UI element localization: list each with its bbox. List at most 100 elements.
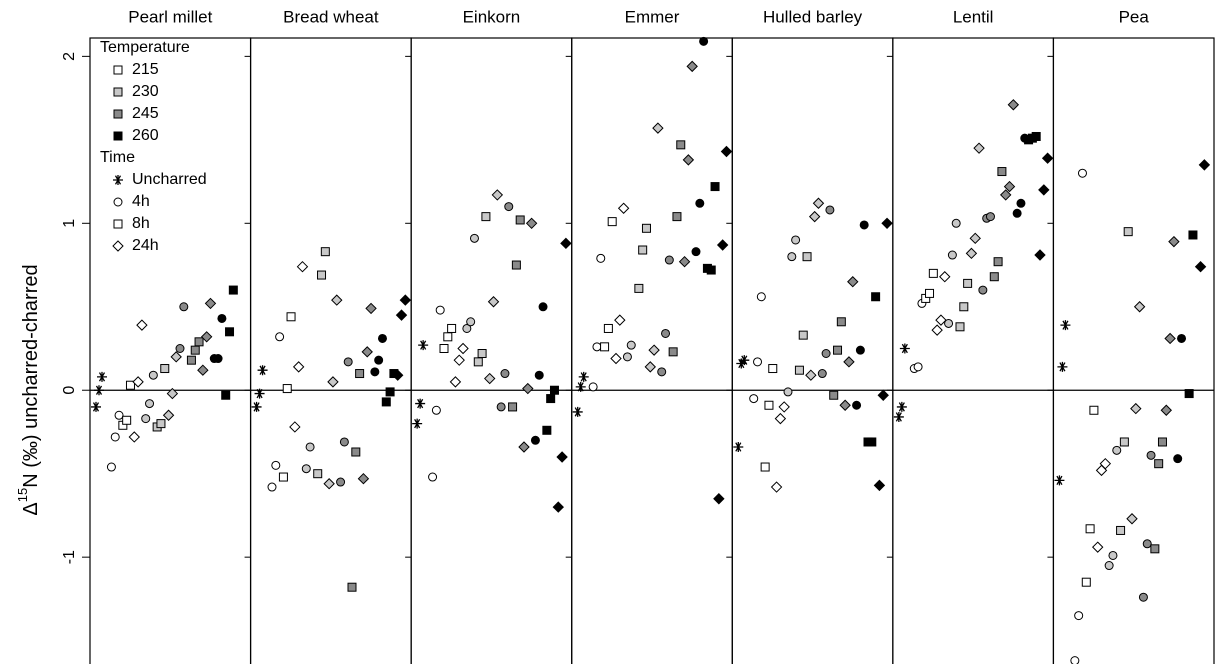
data-point	[691, 247, 701, 257]
data-point	[156, 419, 166, 429]
data-point	[496, 402, 506, 412]
data-point	[959, 302, 969, 312]
data-point	[634, 283, 644, 293]
data-point	[978, 285, 988, 295]
data-point	[1077, 168, 1087, 178]
data-point	[357, 472, 370, 485]
data-point	[713, 493, 725, 505]
data-point	[843, 356, 855, 368]
data-point	[873, 479, 886, 492]
data-point	[610, 352, 622, 365]
data-point	[399, 294, 412, 306]
data-point	[160, 364, 170, 374]
legend-label: 215	[132, 61, 159, 78]
data-point	[175, 343, 185, 353]
uncharred-point	[412, 418, 423, 429]
data-point	[638, 245, 648, 255]
data-point	[508, 402, 518, 412]
legend-label: 4h	[132, 193, 150, 210]
data-point	[355, 369, 365, 379]
data-point	[282, 384, 292, 394]
data-point	[228, 285, 238, 295]
data-point	[504, 202, 514, 212]
uncharred-point	[254, 388, 265, 399]
data-point	[614, 314, 626, 326]
data-point	[487, 296, 500, 308]
data-point	[1173, 454, 1183, 464]
uncharred-point	[575, 381, 586, 392]
data-point	[1150, 544, 1160, 554]
data-point	[457, 342, 469, 355]
data-point	[515, 215, 525, 225]
data-point	[699, 36, 709, 46]
data-point	[381, 397, 391, 407]
data-point	[148, 370, 158, 380]
data-point	[931, 324, 943, 336]
data-point	[825, 205, 835, 215]
data-point	[289, 421, 301, 433]
data-point	[768, 364, 778, 374]
data-point	[1119, 437, 1129, 447]
panel-title: Bread wheat	[283, 7, 379, 26]
data-point	[985, 212, 995, 222]
data-point	[855, 345, 865, 355]
uncharred-point	[572, 406, 583, 417]
data-point	[484, 372, 496, 385]
data-point	[1104, 561, 1114, 571]
panel-frame	[731, 37, 894, 664]
data-point	[947, 250, 957, 260]
data-point	[1074, 611, 1084, 621]
data-point	[821, 349, 831, 359]
data-point	[435, 305, 445, 315]
data-point	[770, 481, 783, 493]
data-point	[549, 385, 559, 395]
uncharred-point	[733, 441, 744, 452]
data-point	[847, 276, 859, 288]
uncharred-point	[94, 385, 104, 396]
data-point	[852, 400, 862, 410]
data-point	[351, 447, 361, 457]
data-point	[787, 252, 797, 262]
uncharred-point	[899, 343, 910, 354]
panel-title: Hulled barley	[763, 7, 863, 26]
data-point	[542, 425, 552, 435]
data-point	[1108, 550, 1118, 560]
data-point	[686, 60, 698, 73]
data-point	[935, 314, 947, 326]
data-point	[963, 278, 973, 288]
data-point	[500, 369, 510, 379]
data-point	[110, 432, 120, 442]
data-point	[877, 389, 889, 401]
data-point	[1116, 525, 1126, 535]
data-point	[695, 198, 705, 208]
legend-label: 260	[132, 127, 159, 144]
data-point	[1130, 402, 1142, 415]
data-point	[339, 437, 349, 447]
y-tick-label: 1	[61, 219, 78, 228]
data-point	[783, 387, 793, 397]
data-point	[343, 357, 353, 367]
data-point	[989, 272, 999, 282]
data-point	[1168, 235, 1180, 248]
legend-marker	[113, 197, 123, 207]
data-point	[1198, 159, 1211, 171]
data-point	[1157, 437, 1167, 447]
data-point	[1070, 656, 1080, 664]
data-point	[491, 189, 504, 201]
data-point	[607, 217, 617, 227]
data-point	[1138, 592, 1148, 602]
data-point	[1123, 227, 1133, 237]
data-point	[1133, 301, 1146, 313]
data-point	[449, 376, 462, 388]
data-point	[944, 318, 954, 328]
data-point	[114, 410, 124, 420]
data-point	[588, 382, 598, 392]
uncharred-point	[415, 398, 426, 409]
data-point	[794, 365, 804, 375]
data-point	[1146, 450, 1156, 460]
data-point	[1154, 459, 1164, 469]
data-point	[361, 346, 373, 358]
data-point	[778, 401, 790, 413]
data-point	[466, 317, 476, 327]
